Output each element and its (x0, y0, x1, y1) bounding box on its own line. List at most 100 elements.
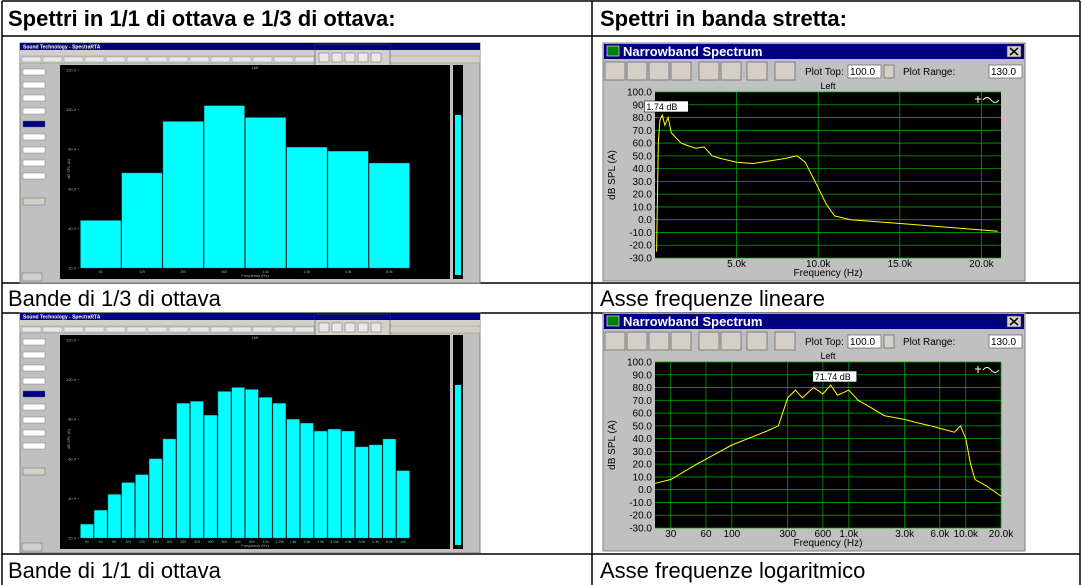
x-tick-label: 60 (700, 529, 712, 540)
y-tick-label: -20.0 (629, 511, 652, 522)
tab (84, 326, 105, 333)
x-tick-label: 600 (815, 529, 832, 540)
annotation: 1.74 dB (646, 102, 677, 112)
x-tick-label: 4.0k (345, 540, 352, 544)
y-tick-label: 80.0 (68, 417, 77, 422)
y-tick-label: 40.0 (633, 164, 653, 175)
bar (149, 458, 163, 539)
x-tick-label: 315 (194, 540, 200, 544)
y-tick-label: 50.0 (633, 421, 653, 432)
plot-bg (655, 92, 1001, 258)
bar (245, 389, 259, 539)
legend-icon (975, 96, 1000, 103)
y-axis-label: dB SPL (A) (66, 428, 71, 449)
bar (94, 510, 108, 539)
tab (42, 56, 63, 63)
x-tick-label: 50 (85, 540, 89, 544)
x-tick-label: 125 (139, 270, 145, 274)
bar (107, 494, 121, 539)
tool-button (698, 61, 720, 81)
x-tick-label: 8.0k (386, 540, 393, 544)
y-tick-label: -20.0 (629, 241, 652, 252)
spectra-window: Sound Technology - SpectraRTA Left Frequen… (19, 42, 481, 284)
x-tick-label: 125 (139, 540, 145, 544)
control (22, 133, 46, 141)
tab (147, 326, 168, 333)
title-bar (604, 44, 1024, 59)
bar (231, 387, 245, 539)
x-tick-label: 6.3k (372, 540, 379, 544)
window-title: Narrowband Spectrum (623, 44, 762, 59)
y-tick-label: 20.0 (68, 536, 77, 541)
status-button (21, 272, 43, 282)
window-title: Sound Technology - SpectraRTA (23, 45, 101, 51)
app-icon (606, 45, 620, 57)
tab (147, 56, 168, 63)
bar (176, 403, 190, 539)
y-tick-label: 60.0 (633, 409, 653, 420)
narrowband-window: Narrowband Spectrum Plot Top: 100.0 Plot Ra… (602, 312, 1026, 552)
y-axis-label: dB SPL (A) (66, 158, 71, 179)
bar (80, 220, 121, 269)
plot-range-input (988, 334, 1023, 349)
tool-button (670, 331, 692, 351)
x-axis-label: Frequency (Hz) (241, 543, 269, 548)
x-axis-label: Frequency (Hz) (794, 268, 863, 279)
header-right: Spettri in banda stretta: (600, 6, 847, 31)
options-button (22, 467, 46, 476)
tab (273, 326, 294, 333)
close-icon (1009, 317, 1019, 326)
tab (168, 56, 189, 63)
tool-button (357, 52, 369, 63)
plot-top-value: 100.0 (850, 67, 875, 78)
control (22, 68, 46, 76)
x-tick-label: 10k (400, 540, 406, 544)
tool-button (604, 61, 626, 81)
y-axis-label: dB SPL (A) (607, 420, 618, 470)
y-tick-label: 30.0 (633, 447, 653, 458)
control (22, 416, 46, 424)
y-tick-label: 60.0 (68, 186, 77, 191)
x-tick-label: 5.0k (359, 540, 366, 544)
tool-button (746, 61, 768, 81)
control (22, 120, 46, 128)
x-tick-label: 1.6k (290, 540, 297, 544)
tab (21, 326, 42, 333)
bar (190, 401, 204, 539)
tab (126, 56, 147, 63)
y-tick-label: 0.0 (638, 215, 652, 226)
tool-button (626, 331, 648, 351)
bar (314, 430, 328, 539)
x-tick-label: 160 (153, 540, 159, 544)
spin-button (883, 64, 895, 79)
float-title (315, 315, 390, 320)
y-tick-label: 60.0 (633, 139, 653, 150)
control (22, 442, 46, 450)
control (22, 403, 46, 411)
bar (272, 403, 286, 539)
control (22, 351, 46, 359)
tool-button (331, 322, 343, 333)
y-tick-label: 20.0 (633, 190, 653, 201)
meter-level (455, 115, 461, 275)
control (22, 107, 46, 115)
bar (121, 482, 135, 539)
y-tick-label: 100.0 (627, 358, 652, 369)
tool-button (626, 61, 648, 81)
control (22, 364, 46, 372)
bar (327, 428, 341, 539)
x-tick-label: 6.0k (930, 529, 950, 540)
y-tick-label: -30.0 (629, 524, 652, 535)
x-tick-label: 100 (724, 529, 741, 540)
x-tick-label: 63 (99, 270, 103, 274)
y-tick-label: 40.0 (633, 434, 653, 445)
bar (80, 523, 94, 539)
y-tick-label: 80.0 (68, 147, 77, 152)
tab (231, 56, 252, 63)
tool-button (344, 52, 356, 63)
bar (162, 121, 204, 269)
plot-range-label: Plot Range: (903, 337, 955, 348)
y-tick-label: 10.0 (633, 202, 653, 213)
header-left: Spettri in 1/1 di ottava e 1/3 di ottava… (8, 6, 396, 31)
